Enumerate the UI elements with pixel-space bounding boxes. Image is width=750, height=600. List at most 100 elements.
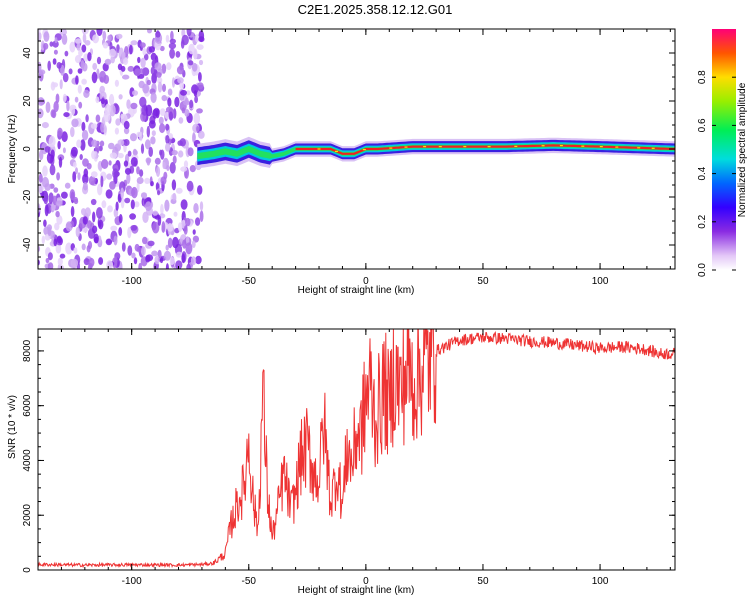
trace-fleck: [651, 147, 655, 149]
noise-blob: [159, 45, 165, 52]
noise-blob: [47, 60, 51, 71]
noise-blob: [54, 222, 60, 231]
noise-blob: [144, 177, 151, 184]
trace-inner: [197, 143, 675, 160]
noise-blob: [105, 238, 113, 246]
noise-blob: [44, 183, 51, 191]
colorbar-tick-label: 0.8: [697, 70, 708, 84]
noise-blob: [138, 262, 143, 269]
noise-blob: [195, 34, 200, 43]
noise-blob: [165, 244, 169, 251]
noise-blob: [100, 122, 105, 133]
noise-blob: [140, 42, 146, 48]
colorbar-tick-label: 0.2: [697, 214, 708, 228]
spectrogram-marks: [38, 29, 675, 269]
noise-blob: [132, 90, 138, 96]
noise-blob: [55, 243, 62, 254]
noise-blob: [145, 254, 151, 263]
noise-blob: [193, 203, 199, 214]
noise-blob: [117, 139, 125, 146]
noise-blob: [106, 260, 114, 269]
noise-blob: [180, 166, 188, 172]
noise-blob: [53, 101, 59, 113]
noise-blob: [96, 56, 102, 65]
noise-blob: [113, 235, 118, 246]
noise-blob: [52, 40, 59, 48]
noise-blob: [127, 226, 132, 239]
noise-blob: [191, 240, 196, 248]
noise-blob: [102, 42, 109, 49]
noise-blob: [66, 100, 70, 112]
noise-blob: [92, 225, 98, 234]
noise-blob: [61, 33, 68, 45]
noise-blob: [81, 208, 86, 216]
noise-blob: [130, 102, 138, 110]
noise-blob: [184, 109, 190, 117]
noise-blob: [82, 182, 88, 191]
noise-blob: [110, 55, 115, 64]
noise-blob: [100, 98, 105, 105]
trace-fleck: [317, 148, 321, 150]
noise-blob: [196, 108, 203, 114]
noise-blob: [43, 194, 49, 205]
noise-blob: [167, 88, 173, 96]
noise-blob: [90, 123, 98, 129]
noise-blob: [189, 99, 194, 109]
noise-blob: [158, 116, 164, 125]
noise-blob: [78, 49, 83, 57]
noise-blob: [129, 213, 137, 220]
noise-blob: [127, 150, 132, 157]
trace-fleck: [463, 146, 467, 148]
x-tick-label: -100: [122, 276, 142, 287]
noise-blob: [81, 44, 87, 53]
noise-blob: [59, 253, 66, 259]
signal-trace: [197, 136, 675, 169]
noise-blob: [145, 201, 152, 212]
noise-blob: [156, 72, 162, 78]
x-tick-label: 50: [477, 576, 489, 587]
noise-blob: [165, 123, 170, 131]
noise-blob: [127, 65, 135, 72]
trace-fleck: [362, 149, 366, 151]
noise-blob: [147, 240, 155, 247]
noise-blob: [101, 159, 109, 169]
noise-blob: [49, 164, 56, 176]
noise-blob: [147, 29, 152, 34]
noise-blob: [68, 68, 73, 75]
noise-blob: [179, 138, 186, 147]
noise-blob: [157, 215, 162, 226]
noise-blob: [42, 165, 48, 177]
noise-blob: [160, 149, 165, 160]
noise-blob: [80, 139, 86, 151]
x-tick-label: 0: [363, 276, 369, 287]
noise-blob: [55, 210, 60, 218]
noise-blob: [173, 211, 178, 217]
x-tick-label: 100: [592, 276, 609, 287]
noise-blob: [109, 93, 115, 106]
noise-blob: [154, 157, 161, 165]
noise-blob: [139, 169, 144, 177]
noise-blob: [112, 168, 119, 179]
noise-blob: [196, 44, 204, 50]
y-tick-label: 0: [22, 567, 33, 573]
noise-blob: [185, 97, 189, 105]
noise-blob: [53, 238, 58, 247]
noise-blob: [180, 199, 188, 210]
noise-blob: [165, 143, 171, 152]
noise-blobs: [38, 29, 205, 269]
noise-blob: [95, 96, 100, 104]
noise-blob: [185, 242, 193, 255]
noise-blob: [82, 33, 87, 44]
noise-blob: [177, 222, 183, 232]
noise-blob: [142, 67, 150, 76]
noise-blob: [168, 42, 177, 50]
noise-blob: [144, 139, 151, 150]
noise-blob: [72, 161, 77, 168]
noise-blob: [81, 243, 86, 251]
y-tick-label: 2000: [22, 504, 33, 527]
noise-blob: [83, 89, 90, 99]
trace-fleck: [559, 145, 563, 147]
noise-blob: [136, 166, 140, 175]
noise-blob: [175, 51, 181, 58]
noise-blob: [88, 175, 96, 186]
